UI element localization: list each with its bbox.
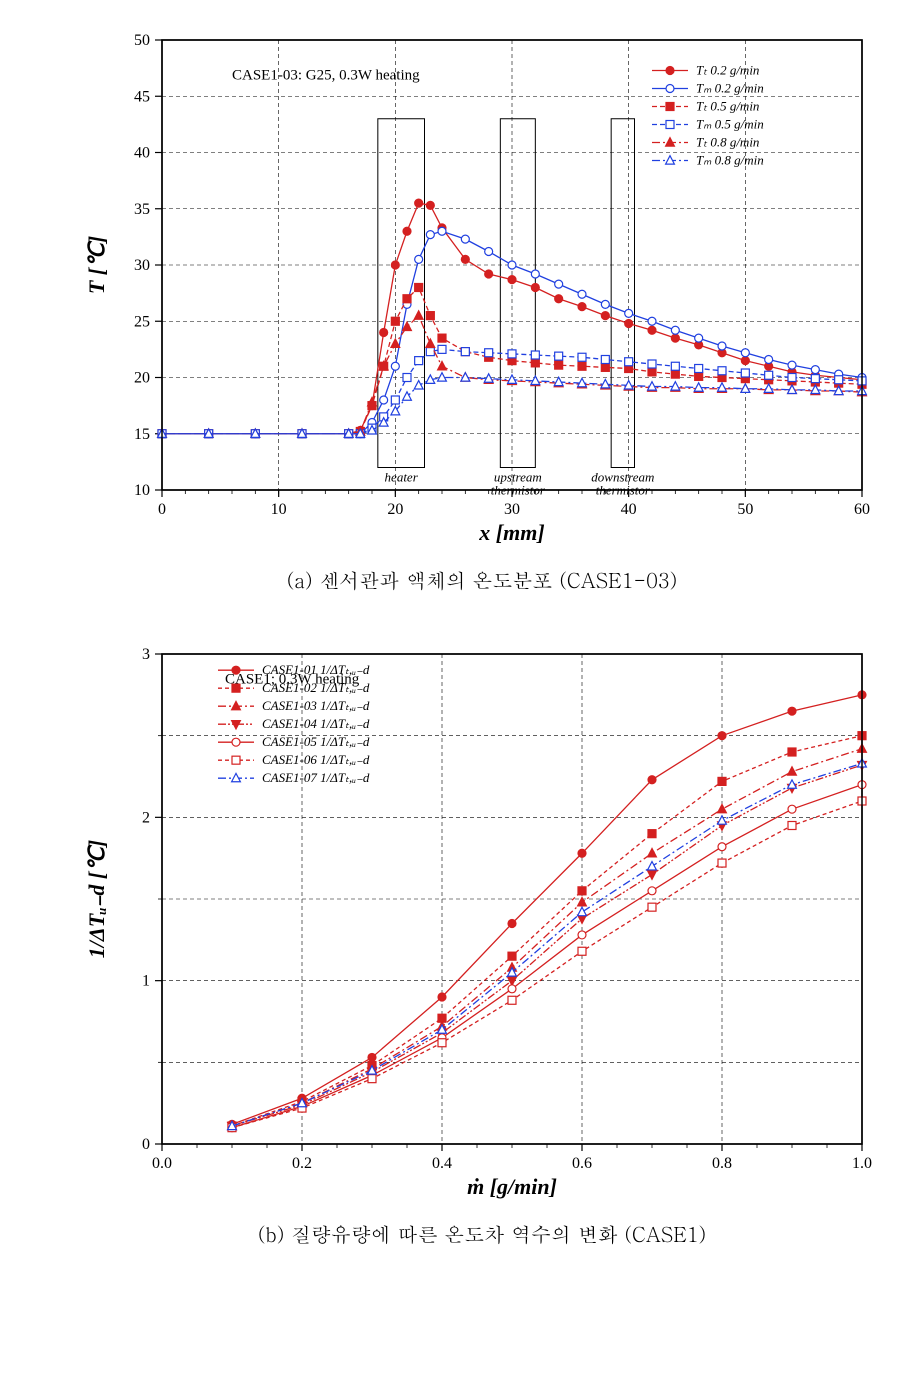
- svg-text:x [mm]: x [mm]: [478, 520, 544, 545]
- svg-text:2: 2: [142, 809, 150, 826]
- svg-text:0: 0: [158, 501, 166, 518]
- svg-text:20: 20: [387, 501, 403, 518]
- svg-text:0.4: 0.4: [432, 1155, 452, 1172]
- svg-text:CASE1-07 1/ΔTₜ,ᵤ₋d: CASE1-07 1/ΔTₜ,ᵤ₋d: [262, 770, 370, 785]
- svg-text:1: 1: [142, 973, 150, 990]
- svg-text:0.2: 0.2: [292, 1155, 312, 1172]
- svg-text:0: 0: [142, 1136, 150, 1153]
- svg-text:45: 45: [134, 88, 150, 105]
- svg-text:0.8: 0.8: [712, 1155, 732, 1172]
- chart-b-container: 0.0 0.2 0.4 0.6 0.8 1.0 0 1 2 3 ṁ [g/min] 1/ΔTᵤ₋d […: [20, 634, 924, 1248]
- svg-text:CASE1-03 1/ΔTₜ,ᵤ₋d: CASE1-03 1/ΔTₜ,ᵤ₋d: [262, 698, 370, 713]
- svg-text:CASE1-06 1/ΔTₜ,ᵤ₋d: CASE1-06 1/ΔTₜ,ᵤ₋d: [262, 752, 370, 767]
- svg-text:40: 40: [134, 145, 150, 162]
- svg-text:Tₘ 0.5 g/min: Tₘ 0.5 g/min: [696, 117, 764, 132]
- svg-text:25: 25: [134, 313, 150, 330]
- chart-b: 0.0 0.2 0.4 0.6 0.8 1.0 0 1 2 3 ṁ [g/min] 1/ΔTᵤ₋d […: [82, 634, 882, 1204]
- svg-text:10: 10: [271, 501, 287, 518]
- svg-text:60: 60: [854, 501, 870, 518]
- svg-text:T [℃]: T [℃]: [84, 236, 109, 294]
- svg-text:30: 30: [504, 501, 520, 518]
- chart-a: 0102030405060101520253035404550heaterups…: [82, 20, 882, 550]
- svg-text:40: 40: [621, 501, 637, 518]
- svg-text:CASE1-02 1/ΔTₜ,ᵤ₋d: CASE1-02 1/ΔTₜ,ᵤ₋d: [262, 680, 370, 695]
- svg-text:Tₜ 0.5 g/min: Tₜ 0.5 g/min: [696, 99, 759, 114]
- svg-text:1.0: 1.0: [852, 1155, 872, 1172]
- caption-a: (a) 센서관과 액체의 온도분포 (CASE1-03): [20, 565, 924, 594]
- svg-text:Tₘ 0.2 g/min: Tₘ 0.2 g/min: [696, 81, 764, 96]
- svg-text:Tₜ 0.2 g/min: Tₜ 0.2 g/min: [696, 63, 759, 78]
- svg-text:10: 10: [134, 482, 150, 499]
- svg-text:3: 3: [142, 646, 150, 663]
- svg-text:15: 15: [134, 426, 150, 443]
- svg-text:CASE1-03: G25, 0.3W heating: CASE1-03: G25, 0.3W heating: [232, 67, 420, 83]
- svg-text:35: 35: [134, 201, 150, 218]
- svg-text:1/ΔTᵤ₋d [℃]: 1/ΔTᵤ₋d [℃]: [84, 840, 109, 958]
- svg-text:50: 50: [134, 32, 150, 49]
- chart-a-container: 0102030405060101520253035404550heaterups…: [20, 20, 924, 594]
- svg-text:ṁ [g/min]: ṁ [g/min]: [467, 1174, 557, 1199]
- svg-text:20: 20: [134, 370, 150, 387]
- svg-text:Tₜ 0.8 g/min: Tₜ 0.8 g/min: [696, 135, 759, 150]
- svg-text:CASE1-04 1/ΔTₜ,ᵤ₋d: CASE1-04 1/ΔTₜ,ᵤ₋d: [262, 716, 370, 731]
- svg-text:50: 50: [737, 501, 753, 518]
- svg-text:heater: heater: [385, 470, 419, 485]
- svg-text:CASE1-01 1/ΔTₜ,ᵤ₋d: CASE1-01 1/ΔTₜ,ᵤ₋d: [262, 662, 370, 677]
- svg-text:Tₘ 0.8 g/min: Tₘ 0.8 g/min: [696, 153, 764, 168]
- svg-text:CASE1-05 1/ΔTₜ,ᵤ₋d: CASE1-05 1/ΔTₜ,ᵤ₋d: [262, 734, 370, 749]
- svg-text:0.0: 0.0: [152, 1155, 172, 1172]
- caption-b: (b) 질량유량에 따른 온도차 역수의 변화 (CASE1): [20, 1219, 924, 1248]
- svg-text:0.6: 0.6: [572, 1155, 592, 1172]
- svg-text:30: 30: [134, 257, 150, 274]
